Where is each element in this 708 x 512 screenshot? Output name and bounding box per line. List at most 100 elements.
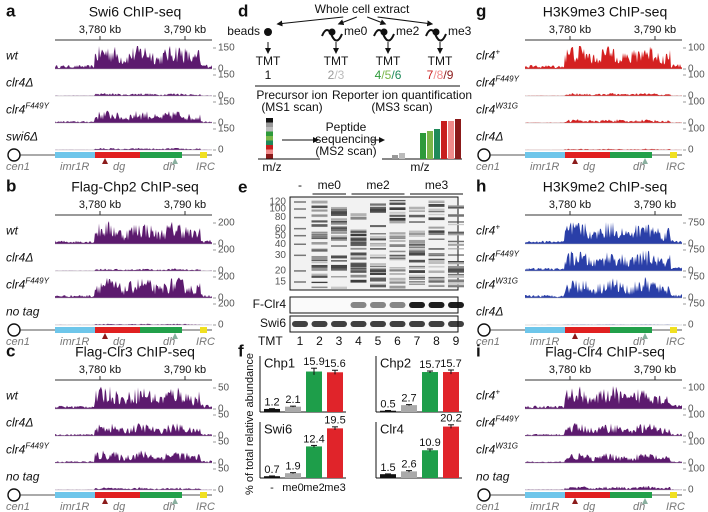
- locus-element: [140, 327, 182, 333]
- marker-triangle: [172, 333, 178, 339]
- blot-band: [389, 321, 406, 327]
- coord-label: 3,790 kb: [634, 199, 676, 211]
- y-tick-label: 0: [688, 266, 694, 277]
- y-tick-label: 0: [218, 145, 224, 156]
- track-sup: W31G: [495, 441, 518, 450]
- marker-label: 30: [275, 250, 287, 261]
- y-tick-label: 50: [218, 437, 230, 448]
- sample-label: beads: [227, 24, 260, 38]
- value-label: 2.6: [401, 459, 416, 471]
- marker-label: 20: [275, 266, 287, 277]
- track-label: wt: [6, 389, 19, 403]
- panel-title: Flag-Clr3 ChIP-seq: [75, 344, 195, 360]
- lane-header: -: [298, 178, 302, 192]
- panel-title: Flag-Chp2 ChIP-seq: [71, 179, 199, 195]
- marker-label: 100: [269, 204, 286, 215]
- precursor-segment: [266, 136, 273, 141]
- locus-label: dh: [163, 161, 175, 173]
- panel-letter: b: [6, 176, 16, 195]
- precursor-segment: [266, 154, 273, 159]
- lane-number: 4: [355, 334, 362, 348]
- centromere: [7, 488, 21, 502]
- bar: [306, 371, 322, 412]
- lane-header: me0: [318, 178, 342, 192]
- marker-label: 80: [275, 212, 287, 223]
- coord-label: 3,790 kb: [634, 24, 676, 36]
- track-label: clr4W31G: [476, 276, 518, 292]
- marker-triangle: [642, 498, 648, 504]
- signal-track: [525, 119, 682, 123]
- locus-label: imr1R: [530, 336, 559, 348]
- reporter-peak: [399, 153, 405, 159]
- locus-element: [55, 492, 95, 498]
- bar: [443, 372, 459, 412]
- signal-track: [55, 450, 212, 463]
- signal-track: [525, 423, 682, 436]
- y-tick-label: 100: [688, 437, 705, 448]
- locus-element: [525, 492, 565, 498]
- blot-band: [350, 321, 367, 327]
- y-tick-label: 0: [688, 239, 694, 250]
- centromere: [477, 323, 491, 337]
- locus-element: [670, 152, 677, 158]
- locus-label: dg: [583, 501, 596, 512]
- blot-band: [428, 321, 445, 327]
- track-label: clr4+: [476, 47, 500, 63]
- locus-element: [525, 152, 565, 158]
- locus-label: cen1: [6, 501, 30, 512]
- locus-label: IRC: [196, 336, 215, 348]
- blot-band: [311, 321, 328, 327]
- signal-track: [525, 386, 682, 409]
- y-tick-label: 150: [218, 124, 235, 135]
- channel-label: 1: [265, 68, 272, 82]
- locus-element: [55, 327, 95, 333]
- y-tick-label: 200: [218, 299, 235, 310]
- lane-number: 8: [433, 334, 440, 348]
- panel-letter: e: [238, 177, 247, 196]
- arrow: [367, 16, 387, 26]
- track-sup: F449Y: [495, 74, 519, 83]
- locus-element: [95, 327, 140, 333]
- value-label: 15.7: [440, 358, 461, 370]
- panel-letter: f: [238, 341, 244, 360]
- value-label: 10.9: [419, 437, 440, 449]
- mz-label: m/z: [410, 160, 429, 174]
- track-sup: +: [495, 222, 500, 231]
- signal-track: [55, 277, 212, 298]
- marker-triangle: [102, 333, 108, 339]
- locus-element: [200, 492, 207, 498]
- reporter-peak: [420, 133, 426, 159]
- marker-triangle: [642, 333, 648, 339]
- reporter-peak: [441, 121, 447, 159]
- centromere: [7, 323, 21, 337]
- bar: [380, 410, 396, 412]
- precursor-label: (MS1 scan): [261, 100, 322, 114]
- y-tick-label: 0: [218, 91, 224, 102]
- track-name: clr4: [476, 278, 496, 292]
- locus-element: [525, 327, 565, 333]
- locus-element: [565, 492, 610, 498]
- chart-title: Clr4: [380, 421, 404, 436]
- signal-track: [55, 423, 212, 436]
- blot-band: [389, 302, 406, 308]
- channel-number: 8: [437, 68, 444, 82]
- reporter-peak: [455, 119, 461, 159]
- precursor-label: Precursor ion: [256, 88, 327, 102]
- track-sup: F449Y: [25, 101, 49, 110]
- signal-track: [55, 323, 212, 325]
- track-label: clr4F449Y: [476, 414, 520, 430]
- channel-label: 4/5/6: [375, 68, 402, 82]
- lane-number: 5: [375, 334, 382, 348]
- arrow: [377, 16, 434, 27]
- y-tick-label: 0: [688, 91, 694, 102]
- track-label: clr4F449Y: [6, 276, 50, 292]
- track-name: clr4: [476, 389, 496, 403]
- track-label: clr4Δ: [476, 130, 503, 144]
- tmt-label: TMT: [258, 334, 283, 348]
- signal-track: [525, 92, 682, 96]
- y-tick-label: 100: [688, 43, 705, 54]
- bar: [380, 474, 396, 478]
- panel-title: H3K9me2 ChIP-seq: [543, 179, 668, 195]
- track-name: clr4: [476, 76, 496, 90]
- peptide-label: sequencing: [315, 132, 376, 146]
